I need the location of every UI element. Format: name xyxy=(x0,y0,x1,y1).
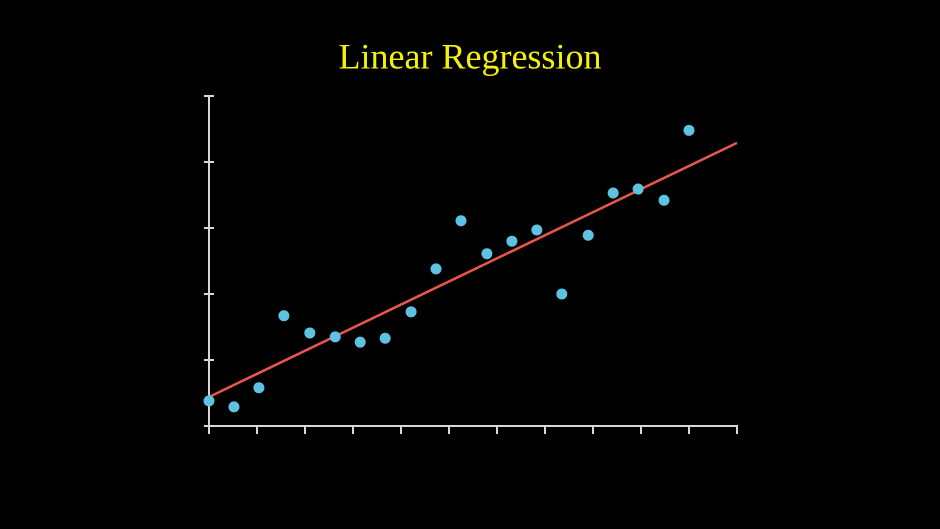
data-point xyxy=(582,229,594,241)
data-point xyxy=(304,327,316,339)
data-point xyxy=(379,332,391,344)
data-point xyxy=(329,331,341,343)
data-point xyxy=(556,288,568,300)
data-point xyxy=(506,235,518,247)
data-point xyxy=(253,382,265,394)
data-point xyxy=(481,248,493,260)
data-point xyxy=(430,263,442,275)
data-point xyxy=(607,187,619,199)
data-point xyxy=(228,401,240,413)
data-point xyxy=(354,336,366,348)
data-point xyxy=(203,395,215,407)
data-point xyxy=(278,310,290,322)
data-point xyxy=(632,183,644,195)
data-point xyxy=(455,215,467,227)
data-point xyxy=(683,124,695,136)
chart-title: Linear Regression xyxy=(339,36,602,76)
regression-line xyxy=(208,141,738,399)
data-point xyxy=(531,224,543,236)
data-point xyxy=(658,194,670,206)
data-point xyxy=(405,306,417,318)
